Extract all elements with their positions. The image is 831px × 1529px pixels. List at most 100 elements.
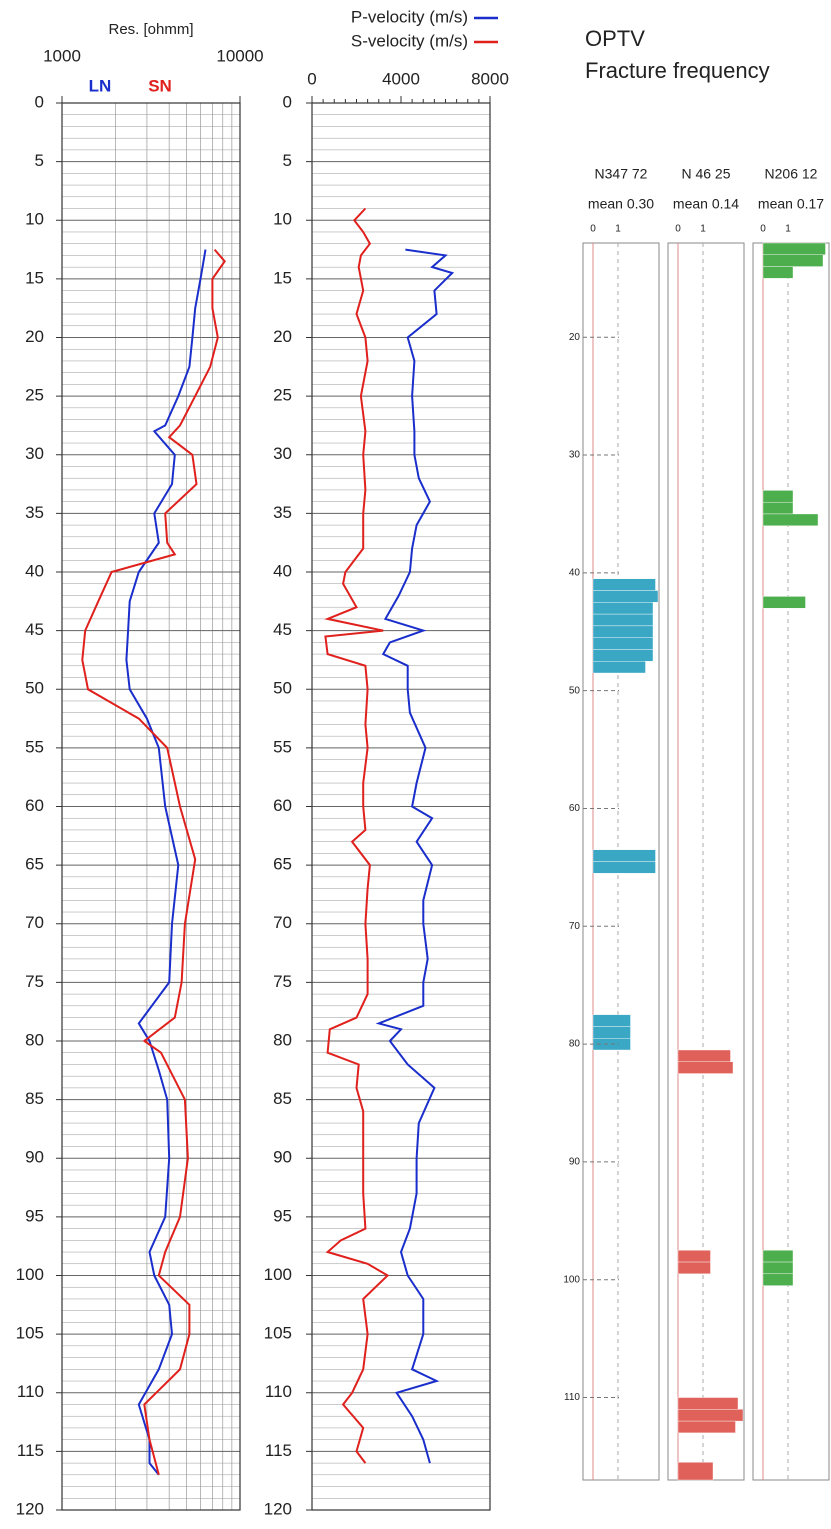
column-frame: [582, 242, 660, 1481]
y-tick-label: 65: [273, 855, 292, 874]
y-tick-label: 65: [25, 855, 44, 874]
y-tick-label: 80: [25, 1030, 44, 1049]
legend-label: S-velocity (m/s): [351, 31, 468, 50]
data-line: [324, 207, 390, 1464]
x-tick-label: 1: [700, 224, 706, 235]
column-frame: [752, 242, 830, 1481]
y-tick-label: 80: [569, 1039, 581, 1050]
data-line: [375, 248, 455, 1464]
chart-title: OPTV: [585, 26, 645, 51]
y-tick-label: 110: [17, 1382, 44, 1401]
y-tick-label: 10: [273, 210, 292, 229]
y-tick-label: 20: [25, 327, 44, 346]
x-tick-label: 4000: [382, 69, 420, 88]
y-tick-label: 70: [569, 921, 581, 932]
legend-label: P-velocity (m/s): [351, 7, 468, 26]
bar: [592, 661, 646, 674]
bar: [762, 501, 794, 515]
x-axis-title: Res. [ohmm]: [108, 21, 193, 38]
x-tick-label: 0: [307, 69, 316, 88]
bar: [762, 242, 826, 255]
y-tick-label: 100: [16, 1265, 44, 1284]
chart-subtitle: Fracture frequency: [585, 58, 770, 83]
y-tick-label: 75: [25, 972, 44, 991]
bar: [762, 254, 824, 267]
y-tick-label: 40: [569, 568, 581, 579]
bar: [677, 1420, 736, 1434]
y-tick-label: 10: [25, 210, 44, 229]
y-tick-label: 60: [569, 803, 581, 814]
y-tick-label: 75: [273, 972, 292, 991]
y-tick-label: 15: [25, 268, 44, 287]
y-tick-label: 95: [273, 1206, 292, 1225]
x-tick-label: 1: [615, 224, 621, 235]
bar: [592, 861, 656, 874]
data-line: [81, 248, 226, 1476]
bar: [592, 613, 654, 627]
y-tick-label: 0: [35, 92, 44, 111]
bar: [762, 1261, 794, 1275]
column-mean: mean 0.30: [588, 196, 654, 212]
y-tick-label: 15: [273, 268, 292, 287]
y-tick-label: 115: [265, 1441, 292, 1460]
x-tick-label: 10000: [216, 46, 263, 65]
plot-frame: [61, 102, 241, 1511]
x-tick-label: 8000: [471, 69, 509, 88]
legend-label: SN: [148, 76, 172, 95]
legend-label: LN: [89, 76, 112, 95]
column-mean: mean 0.14: [673, 196, 739, 212]
column-mean: mean 0.17: [758, 196, 824, 212]
y-tick-label: 50: [273, 679, 292, 698]
x-tick-label: 0: [590, 224, 596, 235]
y-tick-label: 25: [273, 386, 292, 405]
bar: [677, 1409, 744, 1422]
y-tick-label: 40: [25, 561, 44, 580]
y-tick-label: 70: [25, 913, 44, 932]
y-tick-label: 90: [569, 1157, 581, 1168]
y-tick-label: 30: [273, 444, 292, 463]
column-title: N347 72: [595, 166, 648, 182]
y-tick-label: 30: [569, 450, 581, 461]
y-tick-label: 20: [569, 332, 581, 343]
y-tick-label: 45: [273, 620, 292, 639]
y-tick-label: 120: [16, 1499, 44, 1518]
column-frame: [667, 242, 745, 1481]
bar: [762, 1250, 794, 1263]
bar: [762, 596, 806, 609]
y-tick-label: 55: [273, 737, 292, 756]
bar: [592, 637, 654, 650]
y-tick-label: 95: [25, 1206, 44, 1225]
bar: [677, 1250, 711, 1263]
y-tick-label: 50: [25, 679, 44, 698]
y-tick-label: 35: [25, 503, 44, 522]
bar: [762, 266, 794, 279]
y-tick-label: 85: [25, 1089, 44, 1108]
y-tick-label: 90: [273, 1148, 292, 1167]
y-tick-label: 20: [273, 327, 292, 346]
bar: [762, 490, 794, 503]
y-tick-label: 115: [17, 1441, 44, 1460]
x-tick-label: 0: [760, 224, 766, 235]
x-tick-label: 0: [675, 224, 681, 235]
y-tick-label: 45: [25, 620, 44, 639]
y-tick-label: 120: [264, 1499, 292, 1518]
bar: [592, 578, 656, 591]
y-tick-label: 35: [273, 503, 292, 522]
bar: [762, 1273, 794, 1286]
bar: [592, 1026, 631, 1039]
bar: [592, 849, 656, 862]
bar: [677, 1261, 711, 1275]
y-tick-label: 40: [273, 561, 292, 580]
bar: [592, 1014, 631, 1027]
y-tick-label: 90: [25, 1148, 44, 1167]
x-tick-label: 1: [785, 224, 791, 235]
data-line: [125, 249, 207, 1476]
y-tick-label: 100: [264, 1265, 292, 1284]
y-tick-label: 30: [25, 444, 44, 463]
plot-frame: [311, 102, 491, 1511]
bar: [592, 590, 659, 603]
bar: [762, 513, 819, 526]
column-title: N 46 25: [681, 166, 730, 182]
bar: [677, 1462, 714, 1481]
